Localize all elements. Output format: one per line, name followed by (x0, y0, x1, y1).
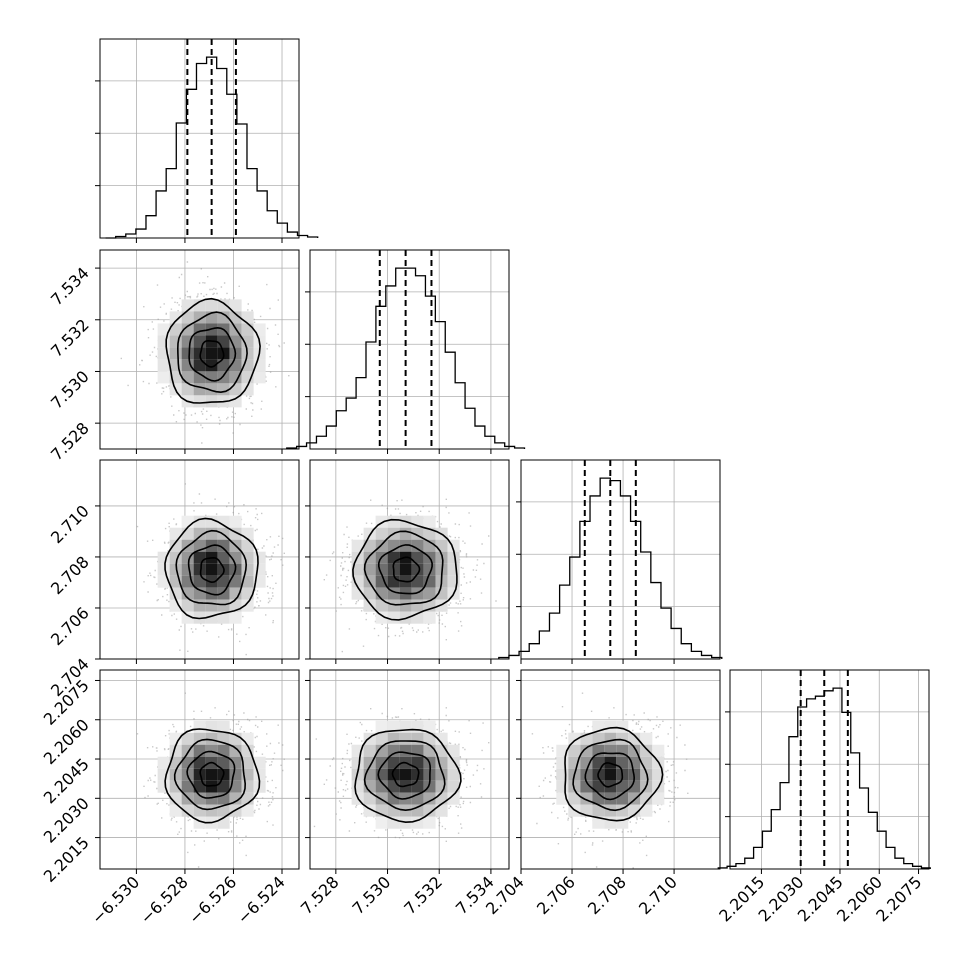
contour-line (173, 738, 247, 811)
histogram-panel-1 (286, 249, 526, 454)
contour-line (164, 728, 261, 824)
y-tick-label: 7.530 (47, 367, 93, 413)
contour-line (188, 326, 237, 382)
contour-line (199, 556, 225, 584)
y-tick-label: 7.534 (47, 263, 93, 309)
histogram-panel-2 (498, 459, 723, 664)
contour-line (199, 339, 225, 368)
y-tick-label: 7.532 (47, 315, 93, 361)
contour-line (377, 751, 432, 800)
contour-line (176, 311, 248, 394)
histogram-panel-0 (95, 38, 319, 243)
histogram-step-line (286, 267, 526, 449)
contour-line (187, 544, 237, 596)
contour-line (363, 530, 444, 606)
contour-line (391, 761, 420, 788)
contour-line (597, 762, 624, 788)
x-tick-label: 7.528 (297, 872, 343, 918)
contour-line (164, 517, 259, 620)
contour-line (363, 740, 446, 812)
y-tick-label: 2.710 (47, 501, 93, 547)
histogram-step-line (105, 56, 319, 239)
x-tick-label: −6.526 (185, 872, 240, 927)
contour-line (378, 544, 433, 595)
density-fill (556, 720, 665, 829)
x-tick-label: 2.706 (533, 872, 579, 918)
contour-line (175, 529, 248, 606)
x-tick-label: 2.710 (635, 872, 681, 918)
contour-line (199, 761, 225, 787)
x-tick-label: −6.530 (88, 872, 143, 927)
scatter-panel-1-2 (305, 459, 510, 664)
density-fill (157, 720, 266, 829)
x-tick-label: 7.530 (349, 872, 395, 918)
contour-line (392, 556, 421, 583)
y-tick-label: 2.706 (47, 603, 93, 649)
contour-line (572, 738, 649, 812)
scatter-panel-2-3 (516, 669, 721, 874)
y-tick-label: 2.708 (47, 552, 93, 598)
x-tick-label: 7.532 (400, 872, 446, 918)
scatter-panel-0-1 (95, 249, 300, 454)
scatter-panel-0-3 (95, 669, 300, 874)
scatter-panel-0-2 (95, 459, 300, 664)
histogram-panel-3 (717, 669, 931, 874)
x-tick-label: 2.708 (584, 872, 630, 918)
x-tick-label: −6.528 (136, 872, 191, 927)
contour-line (352, 518, 458, 621)
y-tick-label: 7.528 (47, 419, 93, 465)
contour-line (354, 728, 462, 824)
contour-line (186, 750, 236, 799)
x-tick-label: −6.524 (234, 872, 289, 927)
scatter-panel-1-3 (305, 669, 510, 874)
contour-line (584, 752, 636, 801)
contour-line (564, 726, 664, 822)
density-fill (157, 515, 266, 624)
histogram-step-line (498, 477, 723, 659)
contour-line (165, 297, 261, 404)
